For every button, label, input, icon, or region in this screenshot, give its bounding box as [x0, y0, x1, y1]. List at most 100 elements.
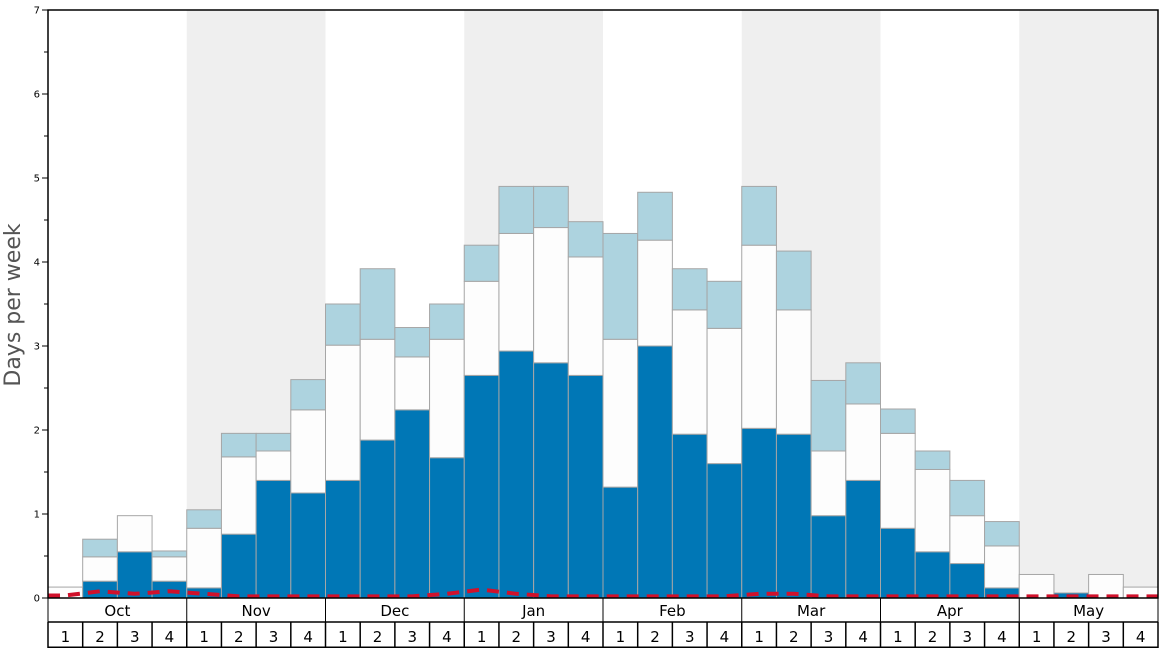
bar-middle-8	[325, 344, 361, 481]
bar-bottom-15	[567, 374, 604, 599]
week-label: 4	[720, 628, 730, 646]
bar-bottom-7	[290, 492, 326, 599]
bar-bottom-10	[394, 409, 431, 599]
week-label: 4	[1136, 628, 1146, 646]
week-label: 3	[407, 628, 417, 646]
bar-top-5	[220, 432, 257, 458]
bar-top-15	[567, 221, 604, 258]
bar-top-9	[359, 268, 396, 340]
bar-top-4	[186, 509, 222, 529]
bar-bottom-21	[775, 433, 812, 599]
bar-middle-18	[671, 309, 708, 435]
month-label-jan: Jan	[521, 602, 545, 620]
bar-top-8	[325, 303, 361, 346]
bar-top-20	[741, 185, 777, 246]
y-tick-label: 3	[34, 342, 40, 353]
week-label: 3	[130, 628, 140, 646]
week-label: 2	[234, 628, 244, 646]
bar-middle-2	[116, 515, 153, 553]
bar-top-23	[845, 362, 881, 405]
bar-bottom-5	[220, 533, 257, 599]
bar-middle-17	[637, 239, 673, 347]
week-label: 2	[95, 628, 105, 646]
month-label-may: May	[1073, 602, 1104, 620]
week-label: 1	[61, 628, 71, 646]
bar-bottom-14	[533, 362, 569, 599]
week-label: 1	[199, 628, 209, 646]
bar-middle-12	[463, 280, 500, 376]
y-tick-label: 0	[34, 594, 40, 605]
bar-bottom-16	[602, 486, 639, 599]
bar-top-25	[914, 450, 951, 470]
week-label: 3	[824, 628, 834, 646]
week-label: 1	[754, 628, 764, 646]
bar-bottom-13	[498, 350, 535, 599]
month-label-apr: Apr	[937, 602, 964, 620]
bar-bottom-23	[845, 479, 881, 599]
week-label: 2	[1067, 628, 1077, 646]
bar-middle-6	[255, 450, 292, 481]
y-tick-label: 7	[34, 6, 40, 17]
week-label: 2	[650, 628, 660, 646]
week-label: 4	[303, 628, 313, 646]
week-label: 3	[685, 628, 695, 646]
week-label: 4	[858, 628, 868, 646]
week-label: 1	[616, 628, 626, 646]
week-label: 4	[165, 628, 175, 646]
week-label: 3	[546, 628, 556, 646]
y-axis-label: Days per week	[1, 223, 26, 386]
bar-middle-16	[602, 338, 639, 488]
bar-middle-21	[775, 309, 812, 435]
week-label: 2	[512, 628, 522, 646]
bar-middle-23	[845, 403, 881, 481]
y-tick-label: 6	[34, 90, 40, 101]
week-label: 3	[962, 628, 972, 646]
month-label-mar: Mar	[797, 602, 826, 620]
bar-middle-9	[359, 338, 396, 441]
bar-bottom-25	[914, 551, 951, 599]
bar-middle-25	[914, 468, 951, 553]
y-axis: 0 1 2 3 4 5 6 7	[34, 6, 48, 605]
bar-top-18	[671, 268, 708, 311]
week-label: 4	[442, 628, 452, 646]
bar-bottom-11	[429, 457, 465, 599]
bar-middle-20	[741, 244, 777, 429]
bar-top-6	[255, 432, 292, 452]
bar-bottom-17	[637, 345, 673, 599]
y-tick-label: 4	[34, 258, 40, 269]
month-label-oct: Oct	[104, 602, 130, 620]
bar-middle-19	[706, 327, 743, 465]
y-tick-label: 5	[34, 174, 40, 185]
bar-middle-14	[533, 227, 569, 364]
bar-bottom-22	[810, 515, 847, 599]
bar-top-27	[984, 521, 1020, 547]
bar-bottom-19	[706, 463, 743, 599]
bar-middle-22	[810, 450, 847, 517]
month-label-dec: Dec	[380, 602, 409, 620]
bar-middle-15	[567, 256, 604, 376]
bar-top-7	[290, 379, 326, 411]
bar-top-10	[394, 327, 431, 358]
week-label: 1	[1032, 628, 1042, 646]
bar-top-14	[533, 185, 569, 229]
week-label: 2	[789, 628, 799, 646]
bar-bottom-8	[325, 479, 361, 599]
bar-top-17	[637, 191, 673, 241]
week-label: 2	[373, 628, 383, 646]
bar-bottom-12	[463, 374, 500, 599]
bar-top-24	[880, 408, 916, 434]
month-band-may	[1019, 10, 1158, 598]
bar-middle-1	[82, 556, 118, 582]
bar-middle-24	[880, 432, 916, 529]
week-label: 1	[338, 628, 348, 646]
bar-top-11	[429, 303, 465, 340]
x-axis: Oct Nov Dec Jan Feb Mar Apr May 1 2 3 4 1 2 3 4 1 2 3 4 1 2 3 4…	[47, 598, 1159, 648]
bar-top-21	[775, 250, 812, 311]
bar-bottom-24	[880, 527, 916, 599]
bar-top-26	[949, 479, 986, 517]
week-label: 3	[1101, 628, 1111, 646]
bar-top-16	[602, 232, 639, 340]
week-label: 1	[893, 628, 903, 646]
y-tick-label: 1	[34, 510, 40, 521]
